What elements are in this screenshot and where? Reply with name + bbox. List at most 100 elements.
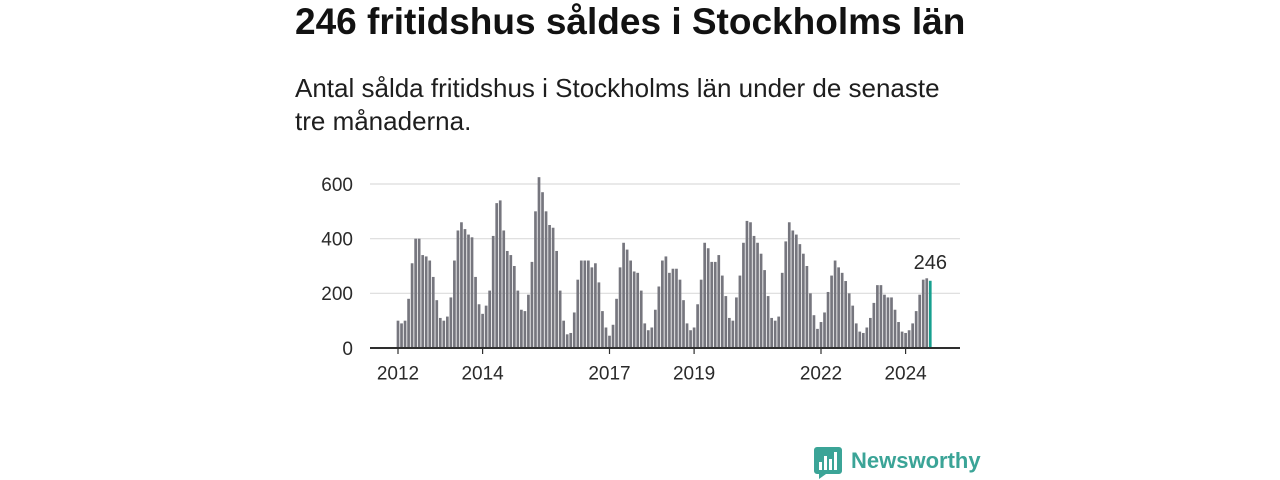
bar <box>421 255 425 348</box>
bar <box>431 276 435 348</box>
bar <box>629 260 632 348</box>
newsworthy-logo-text: Newsworthy <box>851 448 981 473</box>
bar <box>618 267 622 348</box>
bar <box>914 311 918 348</box>
bar <box>876 285 879 348</box>
bar <box>893 309 897 348</box>
bar <box>661 260 664 348</box>
bar <box>805 266 809 348</box>
y-tick-label: 400 <box>321 229 353 250</box>
bar <box>643 323 647 348</box>
bar <box>534 211 537 348</box>
bar <box>816 328 819 348</box>
bar <box>583 260 587 348</box>
bar <box>738 275 742 348</box>
bar <box>696 304 699 348</box>
bar <box>520 309 523 348</box>
newsworthy-logo: Newsworthy <box>814 447 981 479</box>
bar <box>861 332 865 348</box>
bar <box>756 242 759 348</box>
bar <box>417 238 421 348</box>
bar <box>516 290 520 348</box>
bar <box>710 261 714 348</box>
bar <box>886 297 890 348</box>
x-tick-label: 2024 <box>884 364 927 385</box>
bar <box>558 290 562 348</box>
bar <box>897 322 900 348</box>
bar <box>770 317 773 348</box>
bar <box>763 270 766 348</box>
bar <box>749 222 752 348</box>
bar <box>650 327 654 348</box>
bar <box>572 312 576 348</box>
bar <box>911 323 914 348</box>
bar <box>537 177 541 348</box>
bar <box>396 320 400 348</box>
bar <box>890 297 893 348</box>
bar <box>569 332 573 348</box>
bar <box>847 293 851 348</box>
bar <box>678 279 682 348</box>
bar <box>780 272 784 348</box>
bar <box>541 192 544 348</box>
bar <box>724 296 728 348</box>
bar <box>904 332 907 348</box>
y-tick-label: 600 <box>321 175 353 196</box>
bar <box>907 330 911 348</box>
bar <box>410 263 414 348</box>
bar <box>798 244 802 348</box>
bar <box>505 250 509 348</box>
bar <box>565 334 569 348</box>
bar <box>601 311 604 348</box>
bar <box>579 260 583 348</box>
bar <box>713 261 717 348</box>
bar <box>414 238 417 348</box>
bar <box>791 230 795 348</box>
bar <box>869 317 872 348</box>
bar <box>488 290 491 348</box>
bar <box>611 324 615 348</box>
bar <box>403 320 407 348</box>
bar <box>802 253 805 348</box>
last-value-label: 246 <box>914 252 947 274</box>
y-tick-label: 200 <box>321 284 353 305</box>
bar <box>657 286 661 348</box>
bar <box>787 222 791 348</box>
bar <box>509 255 513 348</box>
bar <box>463 229 467 348</box>
bar <box>576 279 580 348</box>
chart-subtitle: Antal sålda fritidshus i Stockholms län … <box>295 73 940 136</box>
bar <box>784 241 788 348</box>
bar <box>872 302 876 348</box>
bar <box>745 220 749 348</box>
bar <box>484 305 488 348</box>
bar <box>752 235 756 348</box>
bar <box>495 203 499 348</box>
bar <box>879 285 883 348</box>
bar <box>717 255 721 348</box>
bar <box>794 234 798 348</box>
bar <box>823 312 826 348</box>
bar <box>527 294 530 348</box>
bar <box>470 237 474 348</box>
bar <box>442 320 446 348</box>
bar <box>435 300 439 348</box>
bar <box>819 322 823 348</box>
bar <box>562 320 566 348</box>
bar <box>773 320 777 348</box>
bar <box>460 222 463 348</box>
bar <box>840 272 844 348</box>
bar <box>636 272 640 348</box>
x-tick-label: 2012 <box>377 364 419 385</box>
bar <box>703 242 707 348</box>
bar <box>502 230 506 348</box>
bar <box>446 316 449 348</box>
bar <box>530 261 534 348</box>
bar <box>777 316 781 348</box>
bar <box>689 330 692 348</box>
bar <box>675 268 678 348</box>
bar <box>551 227 555 348</box>
bar <box>491 235 495 348</box>
bar <box>731 320 735 348</box>
